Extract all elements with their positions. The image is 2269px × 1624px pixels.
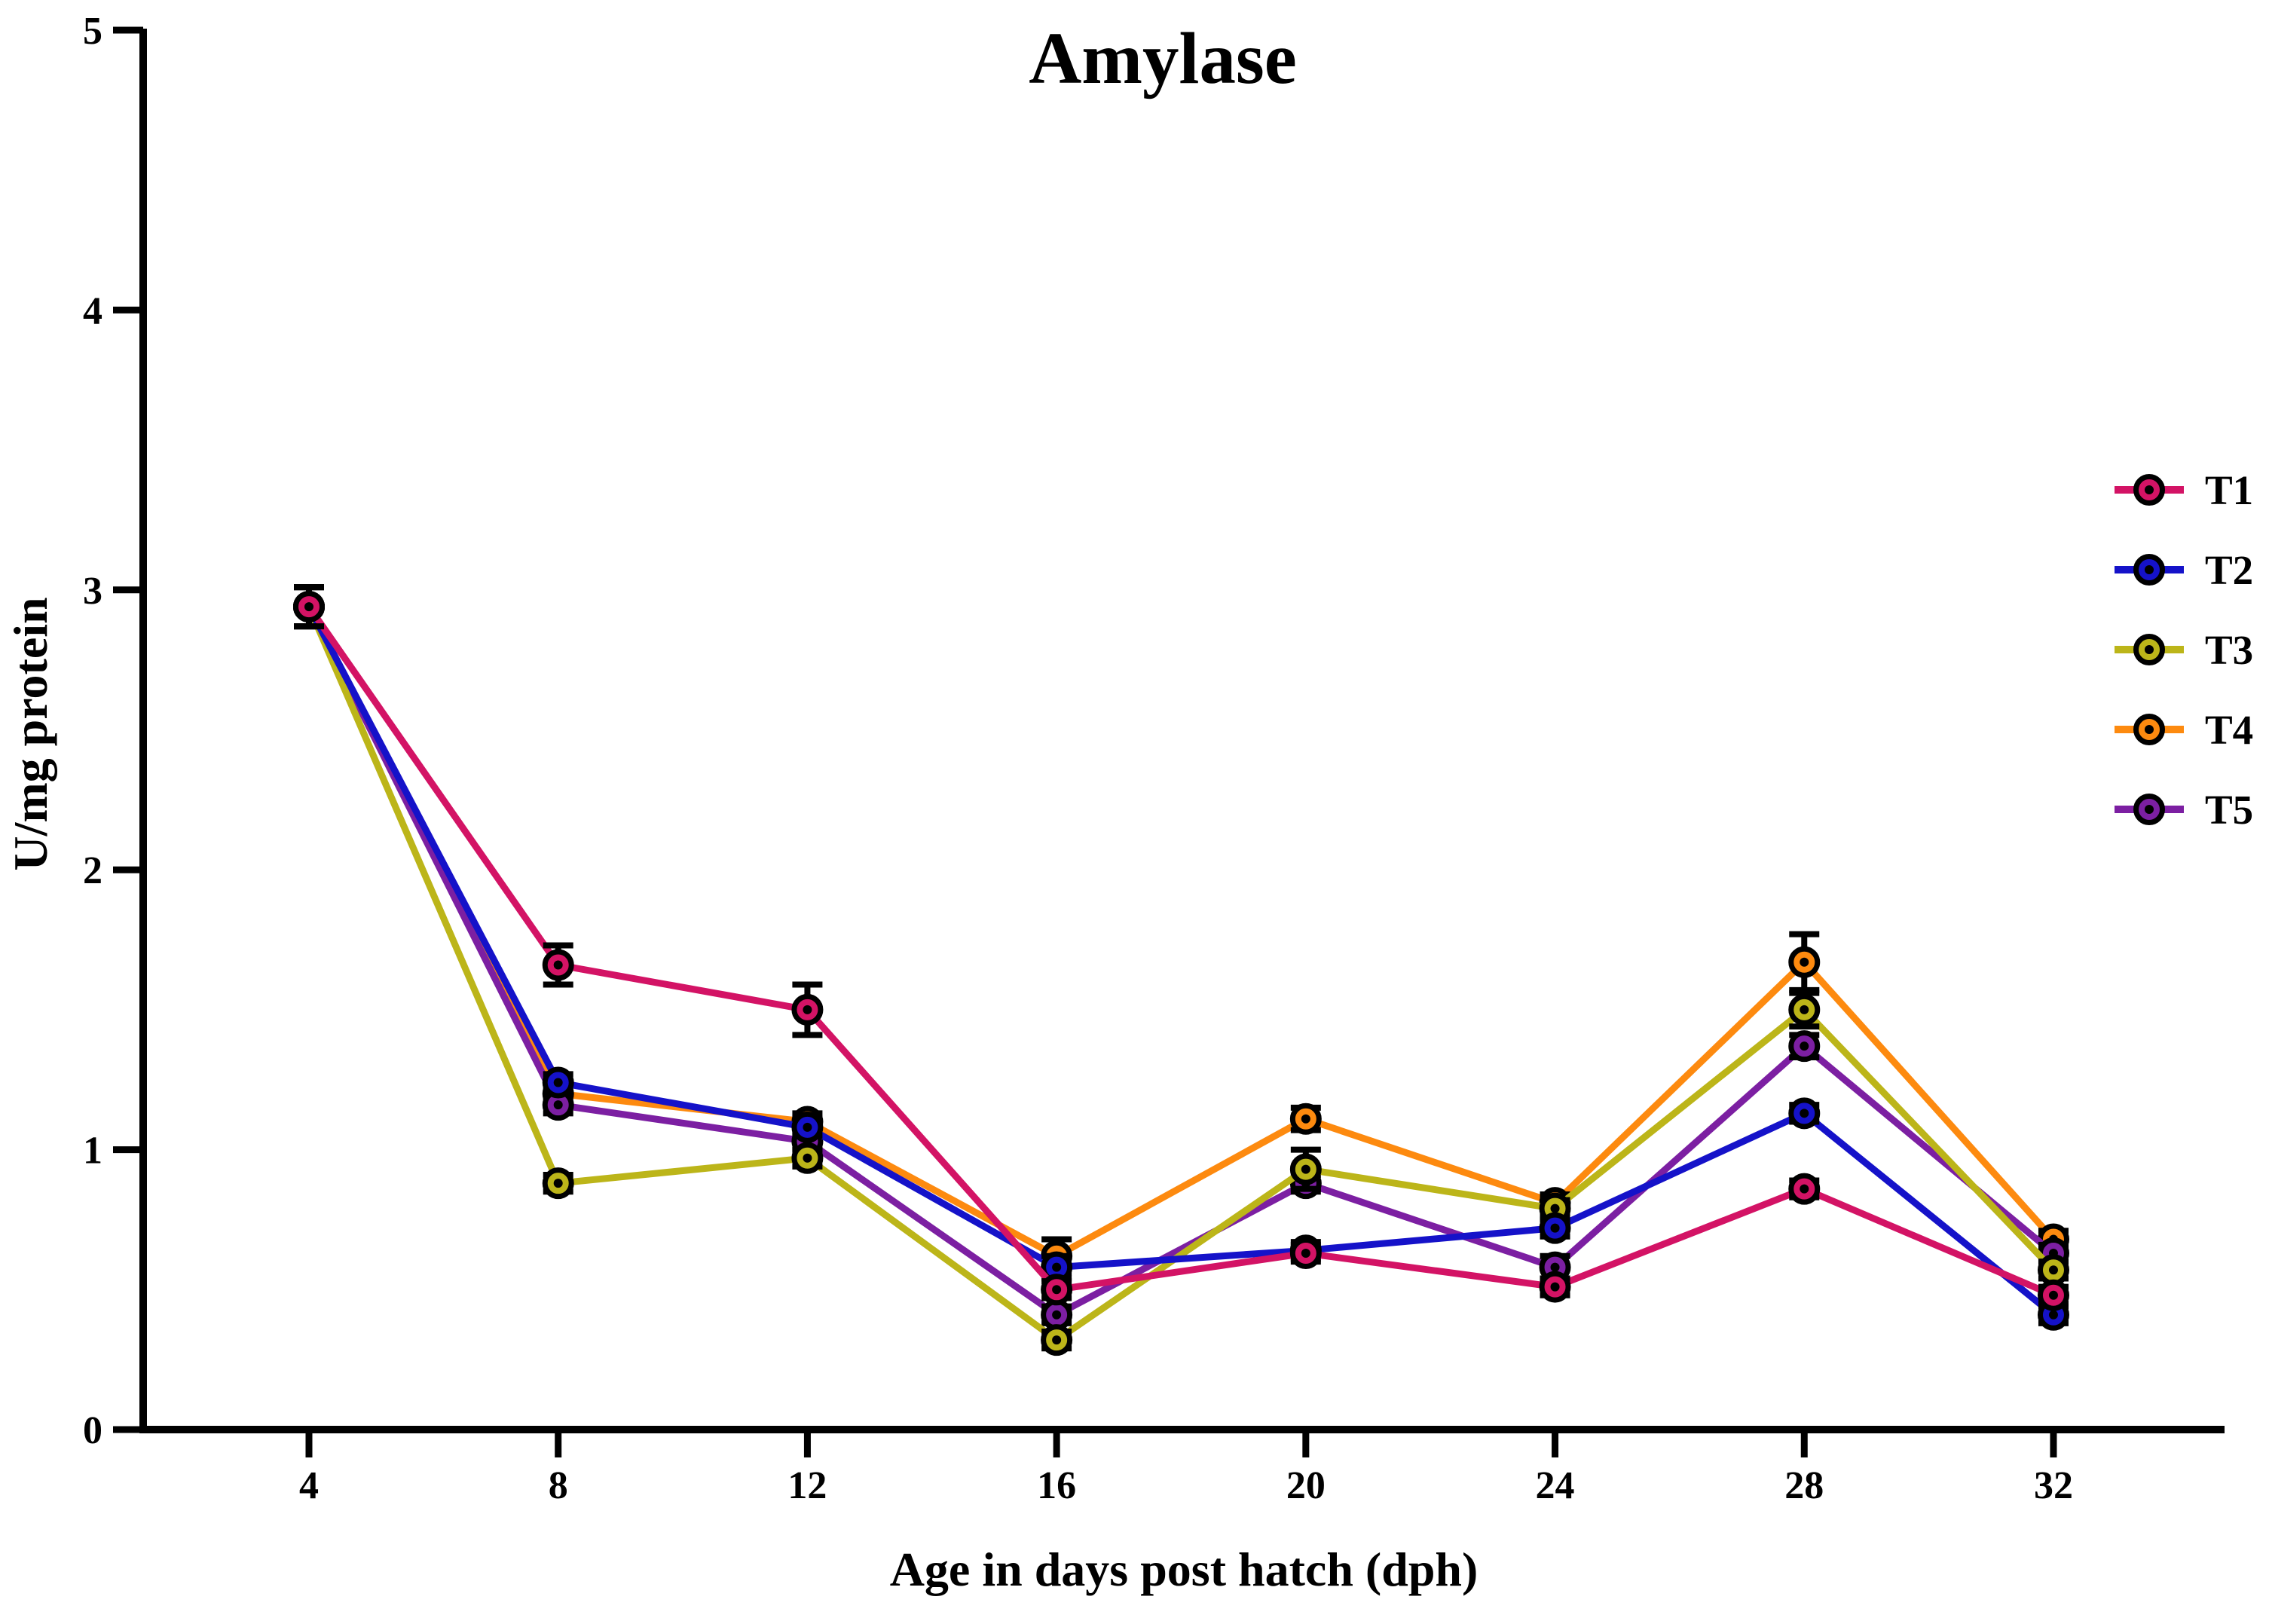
series-line [305,605,2056,1319]
series-line [306,604,2055,1298]
data-point-center-dot [1800,1184,1809,1194]
x-axis-label: Age in days post hatch (dph) [890,1543,1479,1596]
y-tick-label: 3 [83,570,102,613]
legend-item-T1: T1 [2115,467,2253,513]
data-point-center-dot [1052,1310,1062,1320]
series-line [306,604,2056,1318]
series-T1 [293,584,2069,1311]
legend-item-T2: T2 [2115,547,2253,593]
x-tick-label: 16 [1037,1464,1076,1507]
data-point-center-dot [1800,957,1809,967]
data-point-center-dot [803,1122,812,1132]
data-point-center-dot [553,1179,563,1188]
data-point-center-dot [803,1005,812,1014]
data-point-center-dot [1550,1223,1560,1233]
legend-item-T3: T3 [2115,627,2253,673]
x-tick-label: 8 [549,1464,568,1507]
x-tick-label: 32 [2034,1464,2073,1507]
chart-title: Amylase [1029,18,1297,99]
y-axis-label: U/mg protein [4,597,57,870]
data-point-center-dot [1800,1041,1809,1051]
data-point-center-dot [1301,1249,1310,1259]
data-point-center-dot [2048,1265,2058,1275]
legend: T1 T2 T3 T4 T5 [2115,467,2253,833]
series-line [305,605,2056,1344]
data-point-center-dot [1550,1203,1560,1213]
legend-marker-dot [2145,805,2154,814]
legend-marker-dot [2145,485,2154,494]
data-point-center-dot [1052,1335,1062,1345]
series-line [305,605,2056,1260]
y-tick-label: 4 [83,289,102,332]
data-point-center-dot [1800,1109,1809,1118]
legend-label: T3 [2205,627,2253,673]
legend-marker-dot [2145,645,2154,654]
legend-label: T1 [2205,467,2253,513]
y-tick-label: 1 [83,1130,102,1173]
data-point-center-dot [1800,1005,1809,1014]
legend-marker-dot [2145,725,2154,734]
data-point-center-dot [803,1153,812,1163]
data-point-center-dot [553,1100,563,1110]
data-point-center-dot [2048,1290,2058,1300]
x-tick-label: 28 [1784,1464,1824,1507]
data-point-center-dot [1550,1282,1560,1292]
legend-label: T4 [2205,707,2253,753]
y-tick-label: 0 [83,1409,102,1452]
x-tick-label: 24 [1536,1464,1575,1507]
x-tick-label: 20 [1286,1464,1326,1507]
y-tick-label: 2 [83,849,102,892]
y-tick-label: 5 [83,10,102,53]
x-tick-label: 4 [299,1464,319,1507]
data-point-center-dot [553,960,563,970]
data-point-center-dot [1052,1285,1062,1295]
data-point-center-dot [1052,1262,1062,1272]
data-point-center-dot [1301,1164,1310,1174]
legend-item-T5: T5 [2115,787,2253,833]
data-point-center-dot [553,1078,563,1087]
legend-item-T4: T4 [2115,707,2253,753]
data-point-center-dot [2048,1310,2058,1320]
data-point-center-dot [1550,1262,1560,1272]
legend-marker-dot [2145,565,2154,574]
legend-label: T2 [2205,547,2253,593]
x-tick-label: 12 [787,1464,827,1507]
data-point-center-dot [1301,1114,1310,1124]
data-point-center-dot [304,602,313,612]
legend-label: T5 [2205,787,2253,833]
